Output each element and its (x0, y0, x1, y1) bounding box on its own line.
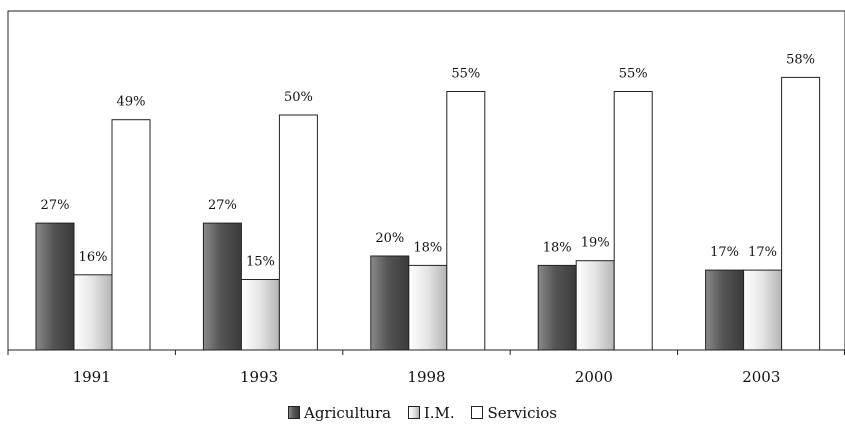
legend-item-im: I.M. (407, 404, 455, 422)
data-label-servicios-2000: 55% (619, 67, 648, 82)
data-label-i-m-2000: 19% (581, 236, 610, 251)
bar-i-m-1991 (73, 274, 113, 351)
data-label-servicios-1998: 55% (451, 67, 480, 82)
data-label-i-m-1991: 16% (79, 250, 108, 265)
legend-label-servicios: Servicios (487, 404, 557, 422)
data-label-agricultura-1991: 27% (41, 198, 70, 213)
data-label-agricultura-2000: 18% (543, 240, 572, 255)
data-label-i-m-2003: 17% (748, 245, 777, 260)
data-label-agricultura-1993: 27% (208, 198, 237, 213)
data-label-servicios-2003: 58% (786, 52, 815, 67)
bar-servicios-2003 (781, 76, 821, 351)
x-tick-label-2003: 2003 (742, 368, 780, 386)
x-tick-label-2000: 2000 (575, 368, 613, 386)
chart-canvas: 27% 16% 49% 27% 15% 50% 20% 18% 55% 18% 19% 55% 17% 1… (7, 10, 845, 386)
bar-i-m-2000 (575, 260, 615, 351)
value-labels-group: 27% 16% 49% 27% 15% 50% 20% 18% 55% 18% 19% 55% 17% 1… (41, 52, 816, 269)
legend-swatch-im (407, 406, 420, 419)
data-label-servicios-1991: 49% (117, 95, 146, 110)
bar-servicios-2000 (613, 91, 653, 351)
data-label-agricultura-1998: 20% (375, 231, 404, 246)
bar-agricultura-2000 (537, 264, 577, 351)
data-label-i-m-1998: 18% (413, 240, 442, 255)
x-tick-label-1993: 1993 (240, 368, 278, 386)
data-label-servicios-1993: 50% (284, 90, 313, 105)
bar-agricultura-2003 (705, 269, 745, 351)
bar-servicios-1993 (278, 114, 318, 351)
bar-agricultura-1993 (202, 222, 242, 351)
legend-swatch-servicios (471, 406, 484, 419)
legend-swatch-agricultura (288, 406, 300, 419)
legend-item-agricultura: Agricultura (288, 404, 391, 422)
data-label-agricultura-2003: 17% (710, 245, 739, 260)
bar-i-m-1998 (408, 264, 448, 351)
bars-group (35, 76, 821, 351)
legend-label-agricultura: Agricultura (304, 404, 392, 422)
data-label-i-m-1993: 15% (246, 255, 275, 270)
bar-agricultura-1991 (35, 222, 75, 351)
legend: Agricultura I.M. Servicios (0, 404, 845, 422)
bar-i-m-1993 (240, 279, 280, 351)
bar-agricultura-1998 (370, 255, 410, 351)
x-tick-label-1991: 1991 (73, 368, 111, 386)
bar-servicios-1998 (446, 91, 486, 351)
legend-label-im: I.M. (423, 404, 455, 422)
bar-i-m-2003 (743, 269, 783, 351)
x-tick-label-1998: 1998 (407, 368, 445, 386)
bar-servicios-1991 (111, 119, 151, 351)
x-axis: 1991 1993 1998 2000 2003 (7, 349, 845, 386)
legend-item-servicios: Servicios (471, 404, 557, 422)
